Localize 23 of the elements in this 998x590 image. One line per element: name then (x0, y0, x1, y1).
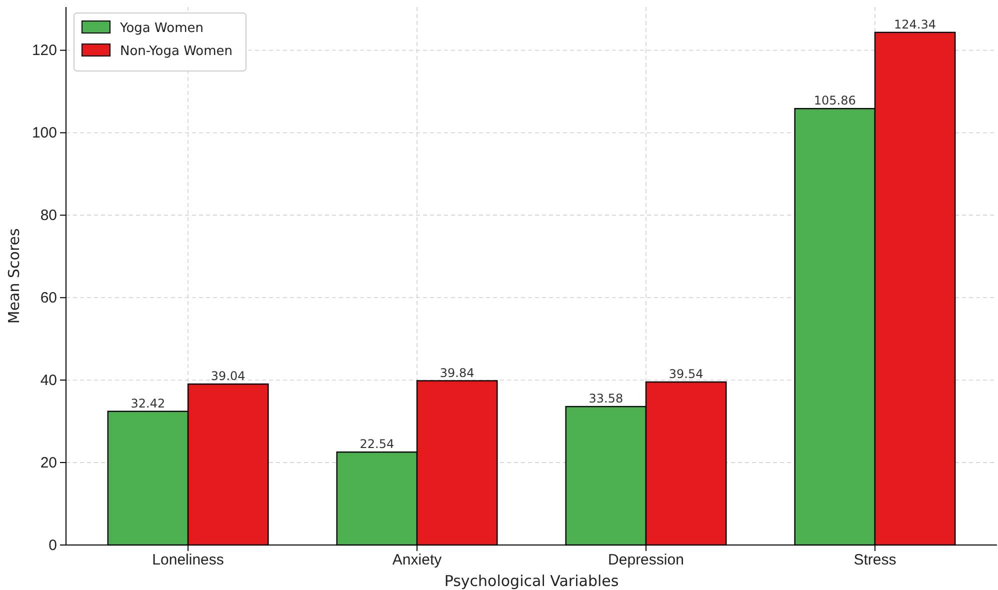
x-tick-label: Loneliness (152, 552, 224, 569)
x-tick-label: Stress (854, 552, 896, 569)
legend-label: Yoga Women (119, 21, 204, 36)
data-label: 124.34 (894, 17, 936, 32)
x-axis-title: Psychological Variables (444, 572, 619, 590)
data-label: 32.42 (130, 396, 166, 410)
y-tick-label: 120 (32, 42, 57, 60)
data-label: 39.84 (440, 366, 474, 380)
y-tick-label: 20 (40, 454, 57, 472)
data-label: 33.58 (588, 392, 624, 406)
data-label: 39.04 (210, 369, 246, 384)
x-tick-label: Depression (608, 552, 684, 569)
data-label: 105.86 (814, 94, 856, 108)
legend-label: Non-Yoga Women (120, 44, 233, 59)
y-tick-label: 0 (48, 536, 57, 554)
data-label: 39.54 (668, 366, 704, 381)
y-tick-label: 80 (40, 206, 57, 224)
data-label: 22.54 (360, 437, 394, 452)
y-tick-label: 60 (40, 289, 57, 306)
y-tick-label: 40 (40, 372, 57, 389)
y-axis-title: Mean Scores (5, 228, 23, 324)
y-tick-label: 100 (32, 124, 57, 142)
x-tick-label: Anxiety (392, 552, 442, 569)
